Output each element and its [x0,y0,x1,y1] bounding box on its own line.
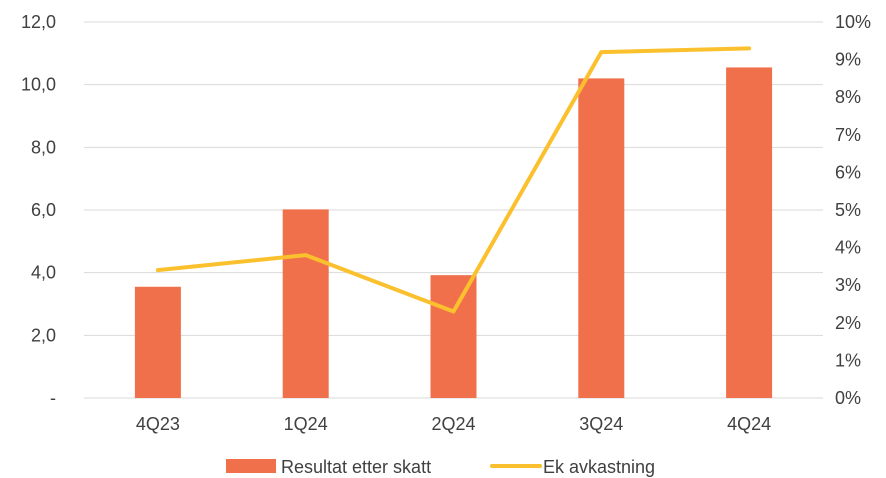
ek-avkastning-line [155,46,752,314]
left-tick-label: 12,0 [21,12,56,32]
legend: Resultat etter skatt Ek avkastning [226,457,655,477]
bar [430,275,477,398]
x-tick-label: 1Q24 [284,414,328,434]
right-tick-label: 8% [835,87,861,107]
left-tick-label: 10,0 [21,75,56,95]
bar [282,209,329,398]
line-point [748,47,750,49]
x-tick-label: 2Q24 [431,414,475,434]
right-tick-label: 7% [835,125,861,145]
bar [726,67,773,398]
right-tick-label: 4% [835,238,861,258]
x-tick-label: 4Q24 [727,414,771,434]
right-tick-label: 5% [835,200,861,220]
x-tick-label: 4Q23 [136,414,180,434]
right-tick-label: 2% [835,313,861,333]
left-tick-label: 8,0 [31,137,56,157]
left-tick-label: 4,0 [31,263,56,283]
legend-label-line: Ek avkastning [543,457,655,477]
right-tick-label: 1% [835,350,861,370]
legend-label-bar: Resultat etter skatt [281,457,431,477]
right-y-axis: 0% 1% 2% 3% 4% 5% 6% 7% 8% 9% 10% [835,12,871,408]
left-tick-label: - [50,388,56,408]
right-tick-label: 6% [835,162,861,182]
line-point [600,51,602,53]
right-tick-label: 0% [835,388,861,408]
left-tick-label: 6,0 [31,200,56,220]
gridlines [84,21,823,399]
x-axis: 4Q23 1Q24 2Q24 3Q24 4Q24 [136,414,771,434]
x-tick-label: 3Q24 [579,414,623,434]
left-y-axis: - 2,0 4,0 6,0 8,0 10,0 12,0 [21,12,56,408]
right-tick-label: 3% [835,275,861,295]
line-series [155,46,752,314]
line-point [157,269,159,271]
line-point [453,311,454,313]
right-tick-label: 9% [835,50,861,70]
bar [134,286,181,398]
line-point [305,254,307,256]
bar-series [134,67,773,399]
left-tick-label: 2,0 [31,325,56,345]
legend-swatch-bar [226,459,276,473]
right-tick-label: 10% [835,12,871,32]
bar [578,78,625,399]
